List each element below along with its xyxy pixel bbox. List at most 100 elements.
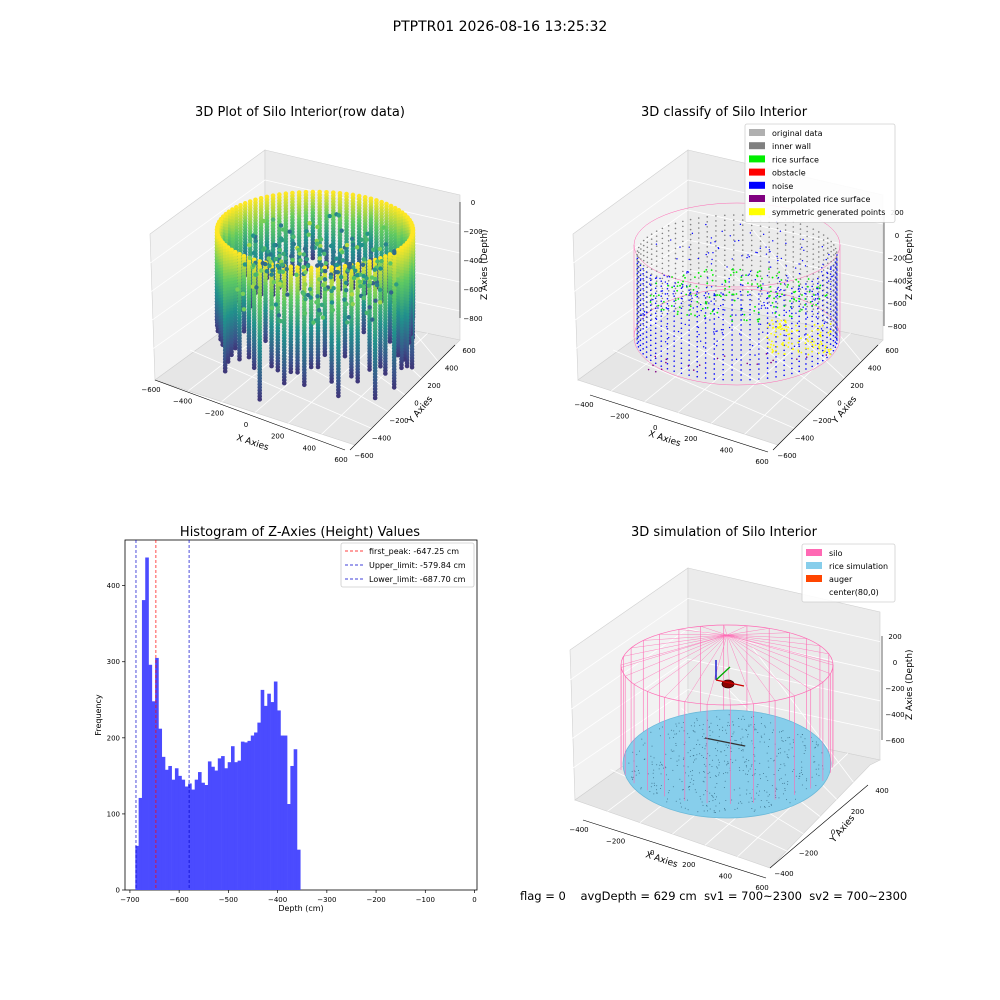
data-point [646,236,649,239]
data-point [834,327,837,330]
data-point [749,378,751,381]
data-point [696,340,699,343]
data-point [682,250,684,253]
data-point [670,305,673,307]
data-point [766,312,769,314]
data-point [741,224,744,226]
data-point [696,295,699,298]
data-point [655,277,658,279]
data-point [642,274,645,277]
data-point [784,234,787,236]
data-point [722,308,724,311]
data-point [298,258,303,263]
data-point [733,299,736,302]
data-point [812,268,815,270]
data-point [704,377,707,379]
data-point [722,353,724,356]
data-point [765,246,767,248]
data-point [636,293,638,296]
data-point [731,359,733,361]
data-point [660,305,663,307]
data-point [798,290,800,293]
data-point [817,231,820,233]
data-point [323,260,329,266]
data-point [650,283,653,285]
data-point [704,362,707,364]
panel-raw-3d: 3D Plot of Silo Interior(row data) −600−… [141,105,490,464]
data-point [666,317,669,320]
data-point [766,274,769,277]
data-point [375,259,380,264]
data-point [307,220,312,226]
data-point [689,298,692,301]
data-point [818,298,821,300]
data-point [314,241,320,247]
data-point [822,351,825,354]
data-point [636,298,638,301]
data-point [640,268,642,270]
data-point [758,308,760,310]
data-point [280,269,286,275]
data-point [826,267,829,270]
data-point [817,352,820,355]
data-point [817,241,820,243]
data-point [811,330,813,332]
data-point [835,301,838,303]
data-point [302,310,308,316]
data-point [268,252,273,257]
data-point [775,274,778,277]
data-point [636,332,639,335]
data-point [776,335,779,338]
data-point [834,272,837,275]
data-point [776,227,779,230]
data-point [767,346,769,348]
data-point [636,277,639,280]
data-point [798,335,800,338]
z-tick-label: −800 [463,315,482,323]
data-point [718,294,721,297]
data-point [278,318,283,324]
data-point [637,246,640,249]
data-point [814,344,817,347]
data-point [374,244,379,250]
data-point [650,258,653,260]
data-point [776,320,779,322]
data-point [323,286,328,292]
data-point [686,313,689,316]
z-axis-label: Z Axies (Depth) [480,229,490,300]
data-point [697,271,700,274]
data-point [836,329,838,331]
data-point [666,302,669,305]
data-point [800,308,803,311]
data-point [724,287,727,290]
data-point [636,303,638,306]
data-point [705,223,707,226]
data-point [834,317,837,320]
data-point [835,256,838,258]
data-point [706,281,709,283]
x-tick-label: 400 [303,444,316,452]
data-point [666,352,669,355]
data-point [785,311,787,314]
data-point [747,282,749,285]
data-point [833,304,835,306]
data-point [661,282,664,285]
data-point [637,286,640,289]
data-point [740,379,742,381]
data-point [731,314,733,316]
data-point [783,299,785,302]
data-point [642,272,644,275]
data-point [834,262,837,265]
data-point [636,262,639,265]
data-point [636,257,639,260]
data-point [713,328,716,330]
data-point [650,243,653,245]
data-point [691,232,694,235]
data-point [660,340,663,342]
data-point [674,272,677,275]
data-point [706,251,709,253]
data-point [799,228,802,230]
data-point [722,363,724,366]
data-point [364,237,369,242]
data-point [806,235,808,238]
